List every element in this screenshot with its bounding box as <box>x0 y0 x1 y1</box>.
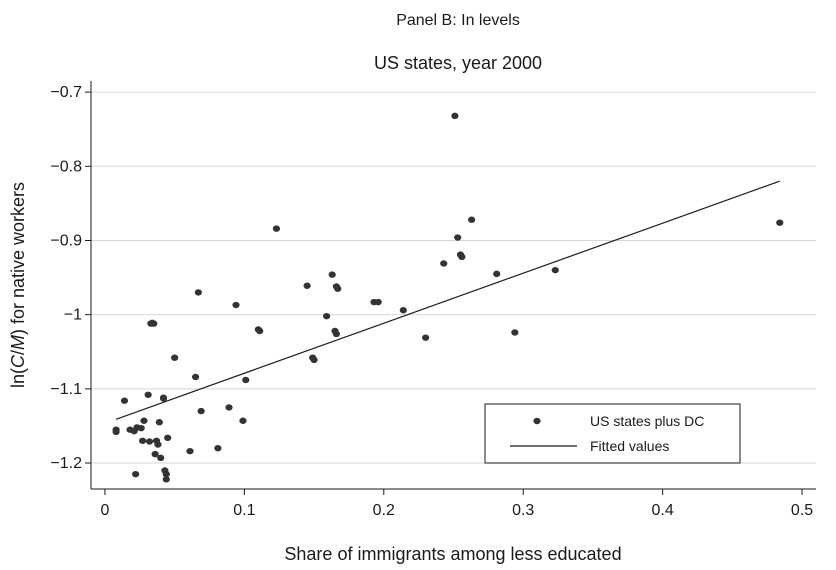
fit-layer <box>115 180 780 420</box>
y-tick-label: −0.9 <box>50 232 82 249</box>
data-point <box>137 424 145 432</box>
data-point <box>157 454 165 462</box>
data-point <box>310 356 318 364</box>
y-tick-label: −1.1 <box>50 381 82 398</box>
data-point <box>256 327 264 335</box>
x-tick-label: 0.3 <box>512 502 534 519</box>
data-point <box>120 397 129 404</box>
data-point <box>422 334 430 341</box>
y-axis-label-pre: ln( <box>8 368 28 388</box>
data-point <box>451 112 459 120</box>
data-point <box>154 441 162 448</box>
data-point <box>272 225 281 232</box>
data-point <box>132 470 140 478</box>
y-axis-label: ln(C/M) for native workers <box>8 182 28 388</box>
data-point <box>374 298 382 306</box>
y-tick-label: −1.2 <box>50 455 82 472</box>
data-point <box>242 376 250 384</box>
y-ticks: −0.7 −0.8 −0.9 −1 −1.1 −1.2 <box>50 84 91 472</box>
data-point <box>151 450 159 458</box>
data-point <box>171 354 179 361</box>
data-point <box>162 476 170 483</box>
data-point <box>145 438 154 445</box>
data-point <box>458 253 466 261</box>
data-point <box>468 216 476 223</box>
fitted-line <box>115 180 780 420</box>
y-tick-label: −0.8 <box>50 158 82 175</box>
data-point <box>551 266 559 274</box>
legend-label-fitted: Fitted values <box>590 438 669 454</box>
data-point <box>140 417 148 424</box>
x-tick-label: 0.1 <box>233 502 255 519</box>
data-point <box>323 312 331 320</box>
x-tick-label: 0.2 <box>373 502 395 519</box>
x-axis-label: Share of immigrants among less educated <box>284 544 621 564</box>
legend-marker-scatter <box>533 417 541 425</box>
y-tick-label: −1 <box>64 307 82 324</box>
legend: US states plus DC Fitted values <box>484 403 741 464</box>
legend-box <box>484 403 741 464</box>
data-point <box>191 373 200 381</box>
data-point <box>186 447 194 455</box>
chart-title: US states, year 2000 <box>374 53 542 73</box>
data-point <box>194 289 202 296</box>
x-tick-label: 0 <box>100 502 109 519</box>
data-point <box>144 391 152 398</box>
y-axis-label-c: C <box>8 354 28 368</box>
x-tick-label: 0.4 <box>652 502 674 519</box>
data-point <box>225 404 233 411</box>
data-point <box>112 428 120 436</box>
data-point <box>776 219 784 226</box>
y-axis-label-m: M <box>8 335 28 350</box>
data-point <box>159 395 168 402</box>
data-point <box>197 407 205 415</box>
data-point <box>493 270 501 278</box>
legend-label-scatter: US states plus DC <box>590 413 704 429</box>
data-point <box>232 301 240 309</box>
y-axis-label-slash: / <box>8 350 28 355</box>
chart-supertitle: Panel B: In levels <box>396 12 520 29</box>
data-point <box>164 434 172 442</box>
data-point <box>150 320 158 327</box>
y-tick-label: −0.7 <box>50 84 82 101</box>
data-point <box>138 437 147 444</box>
data-point <box>399 307 407 314</box>
data-point <box>511 329 519 336</box>
data-point <box>155 419 163 426</box>
data-point <box>328 271 336 278</box>
data-point <box>214 445 222 452</box>
data-point <box>440 260 448 267</box>
x-ticks: 0 0.1 0.2 0.3 0.4 0.5 <box>100 489 813 519</box>
data-point <box>334 285 342 292</box>
data-point <box>162 470 170 478</box>
scatter-points <box>112 112 784 483</box>
data-point <box>332 330 340 338</box>
y-axis-label-post: ) for native workers <box>8 182 28 335</box>
data-point <box>303 282 311 289</box>
data-point <box>454 234 462 241</box>
x-tick-label: 0.5 <box>791 502 813 519</box>
data-point <box>239 417 247 424</box>
